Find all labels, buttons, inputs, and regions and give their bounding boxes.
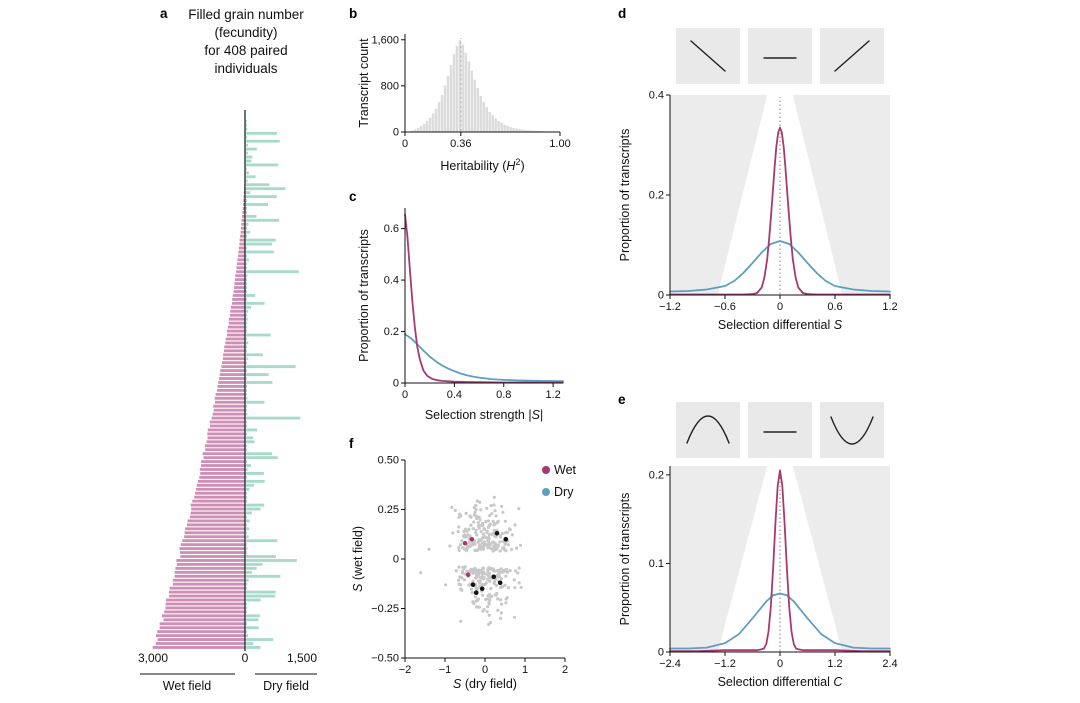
svg-text:−2.4: −2.4	[659, 658, 681, 670]
svg-text:S (dry field): S (dry field)	[453, 677, 517, 691]
panel-e-label: e	[618, 392, 626, 407]
svg-text:2.4: 2.4	[882, 658, 897, 670]
svg-text:Proportion of transcripts: Proportion of transcripts	[618, 129, 632, 262]
svg-text:0.6: 0.6	[384, 223, 399, 235]
svg-text:−0.50: −0.50	[371, 653, 399, 665]
panel-b-label: b	[349, 6, 358, 21]
svg-text:−0.6: −0.6	[714, 301, 736, 313]
panel-c-label: c	[349, 189, 357, 204]
svg-text:0.8: 0.8	[496, 389, 511, 401]
panel-a-title-line: (fecundity)	[214, 24, 278, 40]
svg-text:1.2: 1.2	[545, 389, 560, 401]
svg-text:0: 0	[777, 658, 783, 670]
panel-a-title-line: individuals	[214, 60, 278, 76]
svg-text:0.2: 0.2	[649, 469, 664, 481]
svg-text:Selection differential S: Selection differential S	[718, 318, 843, 332]
svg-text:−1.2: −1.2	[714, 658, 736, 670]
svg-text:Wet: Wet	[554, 463, 577, 477]
svg-text:1.00: 1.00	[549, 138, 570, 150]
svg-text:0: 0	[658, 290, 664, 302]
svg-text:0.4: 0.4	[649, 90, 664, 102]
panel-c-chart: 0 0.4 0.8 1.2 0 0.2 0.4 0.6 Selection strength |…	[357, 208, 564, 422]
svg-text:1: 1	[522, 664, 528, 676]
panel-e-chart: −2.4 −1.2 0 1.2 2.4 0 0.1 0.2 Selection differen…	[618, 402, 898, 689]
svg-text:1.2: 1.2	[882, 301, 897, 313]
svg-text:0: 0	[777, 301, 783, 313]
svg-text:0: 0	[393, 554, 399, 566]
svg-text:Dry: Dry	[554, 485, 574, 499]
svg-text:0: 0	[242, 651, 249, 665]
svg-text:Transcript count: Transcript count	[357, 38, 371, 128]
svg-text:S (wet field): S (wet field)	[351, 526, 365, 592]
svg-text:0.36: 0.36	[450, 138, 471, 150]
svg-text:Selection differential C: Selection differential C	[718, 675, 844, 689]
svg-text:Heritability (H2): Heritability (H2)	[440, 157, 524, 173]
panel-f-chart: −2 −1 0 1 2 0.50 0.25 0 −0.25 −0.50 S (dry field) S…	[351, 455, 577, 692]
svg-text:0.6: 0.6	[827, 301, 842, 313]
svg-text:1,500: 1,500	[287, 651, 317, 665]
svg-text:0: 0	[402, 138, 408, 150]
panel-a-chart: 3,000 0 1,500 Wet field Dry field	[138, 110, 317, 693]
svg-text:1.2: 1.2	[827, 658, 842, 670]
panel-a-title: Filled grain number (fecundity) for 408 …	[172, 6, 320, 78]
svg-text:0: 0	[402, 389, 408, 401]
svg-text:0.2: 0.2	[384, 326, 399, 338]
svg-text:Proportion of transcripts: Proportion of transcripts	[357, 229, 371, 362]
svg-text:0: 0	[658, 647, 664, 659]
svg-text:800: 800	[381, 80, 399, 92]
svg-text:Dry field: Dry field	[263, 679, 309, 693]
panel-b-chart: 0 0.36 1.00 0 800 1,600 Heritability (H2) Trans…	[357, 34, 571, 173]
svg-text:0: 0	[482, 664, 488, 676]
svg-text:0.25: 0.25	[378, 504, 399, 516]
svg-text:Wet field: Wet field	[163, 679, 211, 693]
svg-text:Selection strength |S|: Selection strength |S|	[425, 408, 543, 422]
svg-text:0.2: 0.2	[649, 190, 664, 202]
panel-a-label: a	[160, 6, 168, 21]
panel-d-chart: −1.2 −0.6 0 0.6 1.2 0 0.2 0.4 Selection differen…	[618, 28, 898, 332]
panel-a-title-line: for 408 paired	[204, 42, 288, 58]
svg-text:−2: −2	[399, 664, 412, 676]
panel-f-label: f	[349, 436, 354, 451]
panel-d-label: d	[618, 6, 627, 21]
svg-text:0: 0	[393, 378, 399, 390]
svg-text:−1: −1	[439, 664, 452, 676]
svg-text:−0.25: −0.25	[371, 603, 399, 615]
svg-text:0.4: 0.4	[384, 275, 399, 287]
svg-text:3,000: 3,000	[138, 651, 168, 665]
svg-text:0.50: 0.50	[378, 455, 399, 467]
svg-text:Proportion of transcripts: Proportion of transcripts	[618, 493, 632, 626]
svg-text:0.1: 0.1	[649, 558, 664, 570]
panel-a-title-line: Filled grain number	[188, 7, 304, 22]
svg-text:0.4: 0.4	[447, 389, 462, 401]
svg-text:1,600: 1,600	[371, 34, 399, 46]
svg-text:0: 0	[393, 127, 399, 139]
svg-text:2: 2	[562, 664, 568, 676]
svg-text:−1.2: −1.2	[659, 301, 681, 313]
